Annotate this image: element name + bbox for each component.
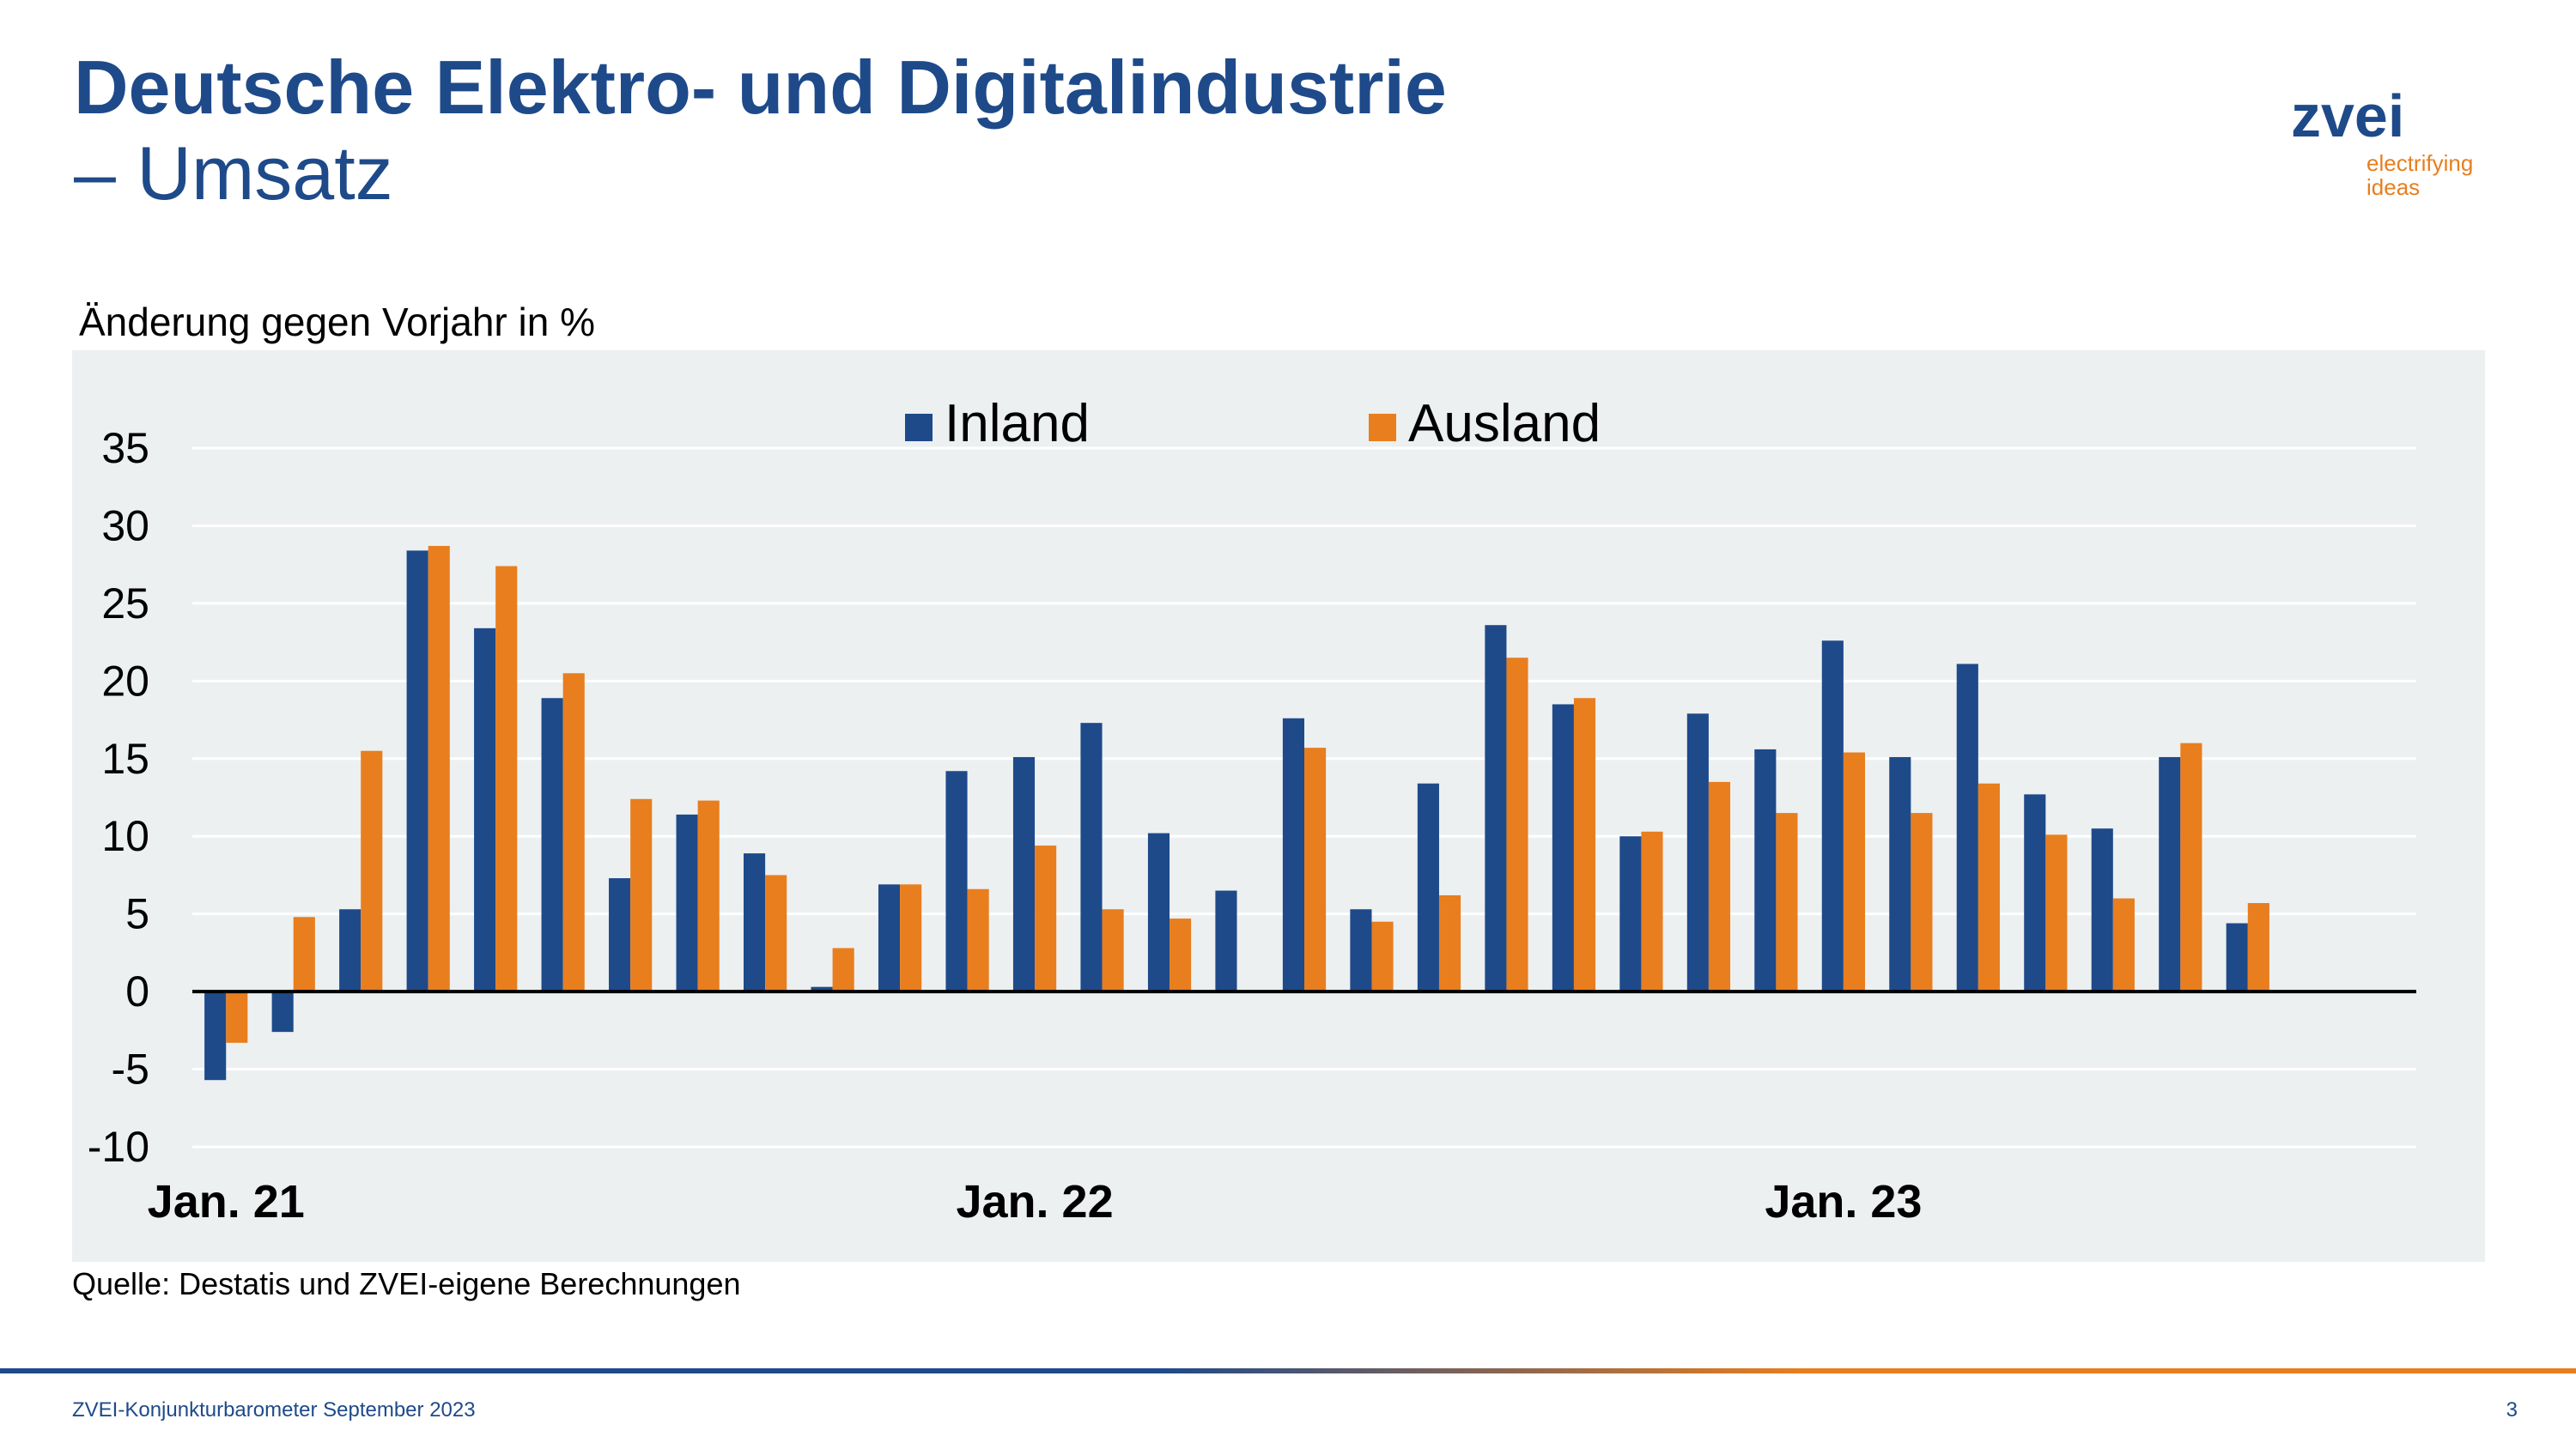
bar-ausland	[900, 884, 922, 992]
x-tick-label: Jan. 21	[148, 1176, 305, 1228]
bar-ausland	[1438, 894, 1461, 992]
bar-ausland	[1102, 909, 1124, 992]
bar-inland	[744, 853, 766, 992]
page-title: Deutsche Elektro- und Digitalindustrie	[74, 45, 1447, 130]
bar-inland	[1147, 833, 1170, 992]
bar-ausland	[2112, 898, 2135, 992]
bar-inland	[1956, 664, 1978, 992]
bar-ausland	[630, 798, 653, 992]
bar-ausland	[1304, 748, 1327, 992]
y-tick-label: 25	[101, 579, 149, 627]
bar-ausland	[1708, 781, 1731, 992]
x-tick-label: Jan. 22	[956, 1176, 1113, 1228]
bar-inland	[1012, 756, 1036, 992]
bar-inland	[1889, 756, 1911, 992]
bar-inland	[1821, 640, 1844, 992]
bar-ausland	[293, 917, 315, 992]
legend-ausland-swatch	[1369, 414, 1396, 441]
bar-ausland	[1371, 921, 1394, 992]
bar-inland	[2226, 923, 2248, 992]
y-tick-label: 5	[125, 890, 149, 938]
logo-tagline-line-1: electrifying	[2366, 150, 2474, 176]
bar-ausland	[1978, 783, 2000, 992]
bar-inland	[271, 991, 294, 1033]
bar-ausland	[1573, 698, 1596, 992]
bar-inland	[1619, 836, 1642, 992]
bar-inland	[2024, 794, 2046, 992]
bar-ausland	[832, 948, 854, 992]
bar-ausland	[967, 888, 989, 992]
zvei-logo: zvei electrifying ideas	[2284, 84, 2507, 204]
x-tick-label: Jan. 23	[1765, 1176, 1922, 1228]
bar-inland	[1754, 749, 1777, 992]
y-tick-label: 10	[101, 812, 149, 860]
bar-ausland	[2045, 834, 2068, 992]
bar-ausland	[562, 673, 585, 992]
bar-ausland	[1170, 919, 1192, 992]
bar-ausland	[1035, 846, 1057, 992]
bar-inland	[1080, 723, 1103, 992]
bar-inland	[1485, 625, 1507, 992]
bar-inland	[676, 814, 698, 992]
bar-ausland	[495, 566, 518, 992]
bar-inland	[1350, 909, 1372, 992]
bar-ausland	[697, 800, 720, 992]
bar-ausland	[2180, 743, 2202, 992]
bar-ausland	[1641, 831, 1663, 992]
bar-inland	[2091, 828, 2113, 992]
bar-ausland	[2247, 903, 2269, 992]
bar-inland	[2159, 756, 2181, 992]
y-unit-label: Änderung gegen Vorjahr in %	[79, 300, 595, 344]
y-tick-label: 0	[125, 967, 149, 1016]
bar-inland	[474, 627, 496, 992]
bar-inland	[878, 884, 901, 992]
bar-inland	[1552, 704, 1574, 992]
y-tick-label: 20	[101, 657, 149, 705]
y-tick-label: -10	[88, 1123, 149, 1171]
legend-inland-swatch	[905, 414, 933, 441]
bar-inland	[1282, 718, 1304, 992]
bar-inland	[811, 986, 833, 992]
bar-ausland	[1506, 658, 1528, 992]
bar-inland	[406, 550, 428, 992]
footer-text: ZVEI-Konjunkturbarometer September 2023	[72, 1398, 476, 1422]
source-note: Quelle: Destatis und ZVEI-eigene Berechn…	[72, 1266, 741, 1301]
bar-ausland	[1843, 752, 1865, 992]
bar-inland	[609, 878, 631, 992]
bar-inland	[945, 771, 968, 992]
bar-inland	[541, 698, 563, 992]
bar-inland	[204, 991, 227, 1081]
chart-area: 35 30 25 20 15 10 5 0 -5 -10 Jan. 21 Jan. 22 Jan. 23…	[72, 350, 2485, 1262]
bar-ausland	[361, 750, 383, 992]
logo-wordmark: zvei	[2291, 82, 2405, 149]
y-tick-label: 15	[101, 735, 149, 783]
bar-ausland	[765, 875, 787, 992]
legend-inland-label: Inland	[945, 394, 1090, 453]
footer-divider	[0, 1368, 2576, 1373]
y-tick-label: 30	[101, 501, 149, 549]
logo-tagline-line-2: ideas	[2366, 174, 2421, 200]
bar-ausland	[226, 991, 248, 1043]
page-number: 3	[2506, 1398, 2518, 1422]
bar-ausland	[428, 545, 450, 992]
page-subtitle: – Umsatz	[74, 130, 393, 215]
bar-inland	[1417, 783, 1439, 992]
y-tick-label: 35	[101, 424, 149, 472]
bar-ausland	[1911, 813, 1933, 992]
bar-inland	[339, 909, 361, 992]
bar-inland	[1686, 713, 1709, 992]
bar-chart: 35 30 25 20 15 10 5 0 -5 -10 Jan. 21 Jan. 22 Jan. 23…	[88, 394, 2416, 1228]
bar-inland	[1215, 890, 1237, 992]
bar-ausland	[1776, 813, 1798, 992]
legend-ausland-label: Ausland	[1408, 394, 1601, 453]
logo-tagline: electrifying ideas	[2366, 151, 2521, 199]
y-tick-label: -5	[112, 1046, 149, 1094]
